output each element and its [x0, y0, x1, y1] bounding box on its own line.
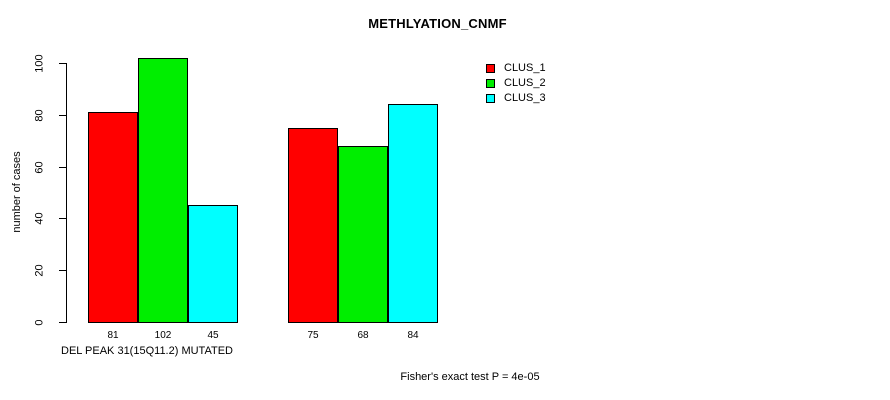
legend-label: CLUS_1: [504, 62, 546, 74]
bar-clus_1: [88, 112, 138, 323]
y-axis-tick: [59, 270, 66, 272]
y-axis-tick-label: 80: [33, 109, 46, 122]
y-axis-tick: [59, 218, 66, 220]
bar-value-label: 102: [154, 330, 172, 341]
chart-title: METHLYATION_CNMF: [368, 16, 507, 31]
bar-value-label: 84: [407, 330, 419, 341]
y-axis-tick-label: 40: [33, 212, 46, 226]
bar-clus_2: [338, 145, 388, 323]
footer-note: Fisher's exact test P = 4e-05: [400, 371, 540, 383]
legend-swatch-icon: [486, 94, 495, 103]
legend-item-clus_1: CLUS_1: [486, 62, 626, 77]
bar-clus_2: [138, 57, 188, 323]
bar-value-label: 75: [307, 330, 319, 341]
legend-swatch-icon: [486, 64, 495, 73]
y-axis-tick: [59, 322, 66, 323]
group-label: DEL PEAK 31(15Q11.2) MUTATED: [61, 345, 233, 357]
y-axis-title: number of cases: [11, 151, 23, 233]
y-axis-tick-label: 60: [33, 160, 46, 174]
y-axis-tick-label: 100: [33, 54, 46, 73]
legend-swatch-icon: [486, 79, 495, 88]
legend-item-clus_2: CLUS_2: [486, 77, 626, 92]
legend-item-clus_3: CLUS_3: [486, 92, 626, 107]
y-axis-tick: [59, 166, 66, 168]
bar-value-label: 68: [357, 330, 369, 341]
y-axis-tick: [59, 63, 66, 64]
bar-value-label: 81: [107, 330, 119, 341]
legend: CLUS_1 CLUS_2 CLUS_3: [486, 62, 626, 107]
legend-label: CLUS_2: [504, 77, 546, 89]
y-axis-tick: [59, 114, 66, 116]
bar-clus_1: [288, 127, 338, 323]
y-axis-line: [66, 63, 67, 323]
y-axis-tick-label: 0: [33, 319, 46, 326]
legend-label: CLUS_3: [504, 92, 546, 104]
bar-clus_3: [188, 205, 238, 323]
bar-value-label: 45: [207, 330, 219, 341]
bar-clus_3: [388, 104, 438, 323]
y-axis-tick-label: 20: [33, 264, 46, 277]
plot-area: number of cases 0 20 40 60 80 100 81 102 45 75 68…: [11, 54, 438, 357]
